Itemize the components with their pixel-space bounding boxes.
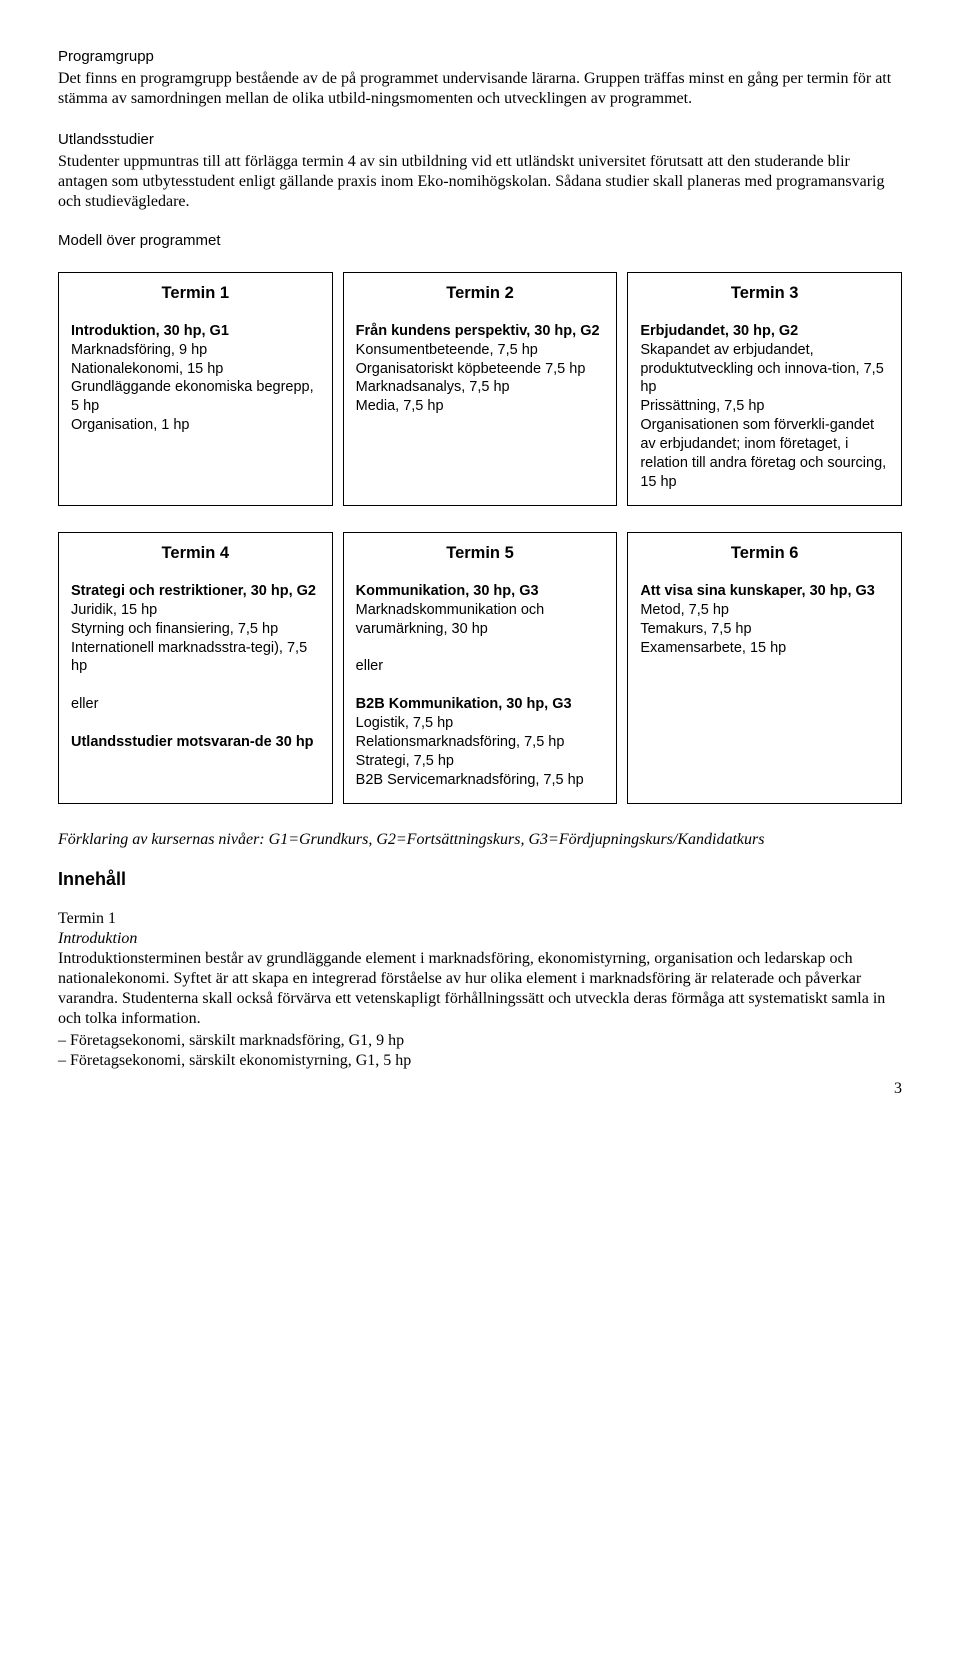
heading-programgrupp: Programgrupp: [58, 48, 902, 67]
innehall-term-label: Termin 1: [58, 909, 902, 929]
term-grid-row2: Termin 4 Strategi och restriktioner, 30 h…: [58, 532, 902, 804]
term-box: Termin 4 Strategi och restriktioner, 30 h…: [58, 532, 333, 804]
term-lead: Från kundens perspektiv, 30 hp, G2: [356, 323, 600, 339]
innehall-bullet: – Företagsekonomi, särskilt marknadsföri…: [58, 1031, 902, 1051]
term-content: Från kundens perspektiv, 30 hp, G2 Konsu…: [356, 322, 605, 416]
term-lead: Introduktion, 30 hp, G1: [71, 323, 229, 339]
term-segment: Kommunikation, 30 hp, G3: [356, 583, 539, 599]
body-programgrupp: Det finns en programgrupp bestående av d…: [58, 69, 902, 109]
section-programgrupp: Programgrupp Det finns en programgrupp b…: [58, 48, 902, 109]
term-lead: Erbjudandet, 30 hp, G2: [640, 323, 798, 339]
term-segment: Marknadskommunikation och varumärkning, …: [356, 602, 545, 675]
section-utlandsstudier: Utlandsstudier Studenter uppmuntras till…: [58, 131, 902, 212]
term-segment: Utlandsstudier motsvaran-de 30 hp: [71, 734, 314, 750]
term-title: Termin 3: [640, 283, 889, 304]
term-content: Strategi och restriktioner, 30 hp, G2 Ju…: [71, 582, 320, 752]
term-box: Termin 6 Att visa sina kunskaper, 30 hp, …: [627, 532, 902, 804]
term-rest: Konsumentbeteende, 7,5 hp Organisatorisk…: [356, 342, 586, 415]
term-segment: Strategi och restriktioner, 30 hp, G2: [71, 583, 316, 599]
term-box: Termin 2 Från kundens perspektiv, 30 hp, …: [343, 272, 618, 506]
body-utlandsstudier: Studenter uppmuntras till att förlägga t…: [58, 152, 902, 212]
term-segment: Logistik, 7,5 hp Relationsmarknadsföring…: [356, 715, 584, 788]
term-box: Termin 3 Erbjudandet, 30 hp, G2 Skapandet…: [627, 272, 902, 506]
innehall-bullet: – Företagsekonomi, särskilt ekonomistyrn…: [58, 1051, 902, 1071]
innehall-term-sub: Introduktion: [58, 929, 902, 949]
term-segment: Metod, 7,5 hp Temakurs, 7,5 hp Examensar…: [640, 602, 786, 656]
innehall-body: Introduktionsterminen består av grundläg…: [58, 949, 902, 1029]
term-title: Termin 5: [356, 543, 605, 564]
term-title: Termin 2: [356, 283, 605, 304]
term-box: Termin 1 Introduktion, 30 hp, G1 Marknads…: [58, 272, 333, 506]
term-segment: Att visa sina kunskaper, 30 hp, G3: [640, 583, 875, 599]
heading-utlandsstudier: Utlandsstudier: [58, 131, 902, 150]
term-title: Termin 1: [71, 283, 320, 304]
term-segment: B2B Kommunikation, 30 hp, G3: [356, 696, 572, 712]
heading-modell: Modell över programmet: [58, 232, 902, 251]
explanation-text: Förklaring av kursernas nivåer: G1=Grund…: [58, 830, 902, 850]
page-number: 3: [58, 1079, 902, 1099]
term-content: Kommunikation, 30 hp, G3 Marknadskommuni…: [356, 582, 605, 789]
term-content: Att visa sina kunskaper, 30 hp, G3 Metod…: [640, 582, 889, 657]
term-grid-row1: Termin 1 Introduktion, 30 hp, G1 Marknads…: [58, 272, 902, 506]
term-content: Erbjudandet, 30 hp, G2 Skapandet av erbj…: [640, 322, 889, 492]
term-content: Introduktion, 30 hp, G1 Marknadsföring, …: [71, 322, 320, 435]
term-title: Termin 4: [71, 543, 320, 564]
term-title: Termin 6: [640, 543, 889, 564]
term-segment: Juridik, 15 hp Styrning och finansiering…: [71, 602, 307, 712]
innehall-bullets: – Företagsekonomi, särskilt marknadsföri…: [58, 1031, 902, 1071]
term-rest: Marknadsföring, 9 hp Nationalekonomi, 15…: [71, 342, 314, 433]
heading-innehall: Innehåll: [58, 868, 902, 891]
term-box: Termin 5 Kommunikation, 30 hp, G3 Marknad…: [343, 532, 618, 804]
term-rest: Skapandet av erbjudandet, produktutveckl…: [640, 342, 886, 490]
